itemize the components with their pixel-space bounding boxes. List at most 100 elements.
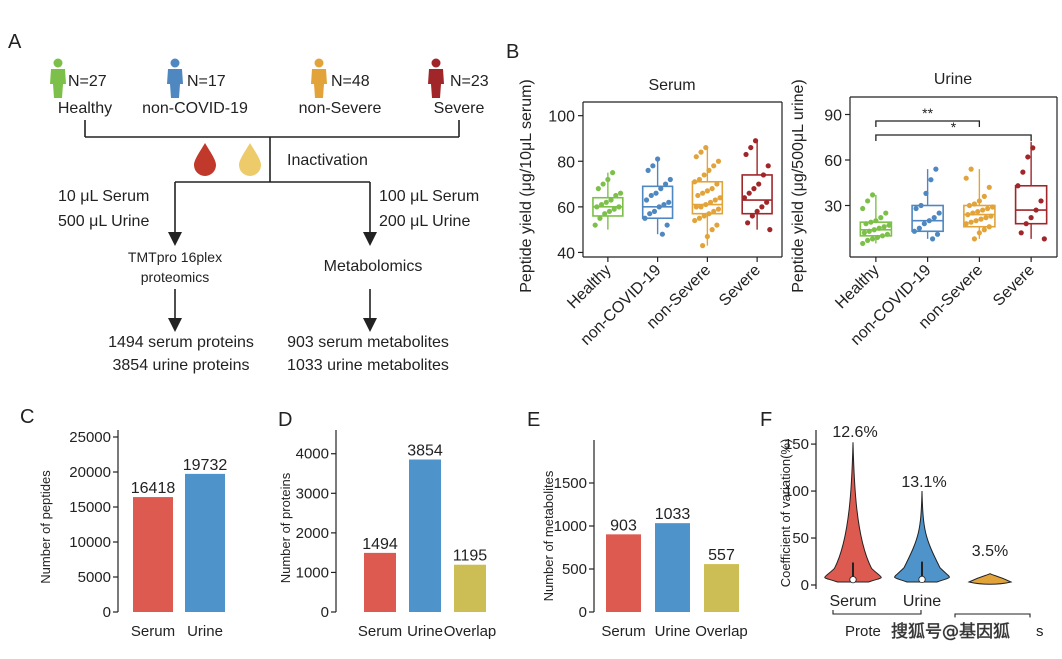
data-point [645, 167, 651, 173]
data-point [861, 230, 867, 236]
data-point [701, 213, 707, 219]
data-point [971, 236, 978, 242]
data-point [1033, 207, 1039, 213]
bar-value-label: 1494 [362, 536, 398, 553]
group-name: Healthy [58, 100, 112, 117]
data-point [700, 243, 706, 249]
y-tick-label: 40 [557, 245, 575, 262]
serum-drop-icon [194, 143, 216, 176]
data-point [658, 186, 664, 192]
data-point [980, 207, 986, 213]
group-non-severe: N=48 non-Severe [299, 58, 381, 117]
data-point [704, 233, 710, 240]
data-point [1020, 169, 1026, 175]
violin-value-label: 13.1% [901, 474, 946, 491]
left-condition-urine: 500 μL Urine [58, 213, 149, 230]
data-point [860, 205, 866, 212]
data-point [989, 204, 996, 210]
bar [409, 459, 441, 612]
chart-f: Coefficient of variation(%) Prote s 0 50 1… [778, 424, 1044, 640]
chart-b-urine: Urine Peptide yield (μg/500μL urine) 30 6… [790, 71, 1058, 349]
person-icon [50, 58, 66, 98]
data-point [693, 154, 699, 160]
urine-drop-icon [239, 143, 261, 176]
data-point [667, 176, 673, 183]
data-point [988, 213, 994, 219]
data-point [933, 166, 939, 172]
data-point [928, 177, 934, 183]
data-point [884, 231, 891, 237]
y-tick-label: 0 [321, 604, 329, 621]
data-point [595, 186, 601, 192]
watermark-text: 搜狐号@基因狐 [891, 622, 1010, 642]
data-point [715, 158, 722, 164]
panel-c-letter: C [20, 406, 34, 428]
panel-e-letter: E [527, 409, 540, 431]
data-point [911, 228, 918, 234]
y-axis-label: Coefficient of variation(%) [778, 439, 793, 588]
data-point [703, 201, 709, 208]
y-tick-label: 100 [784, 483, 809, 500]
group-name: Severe [434, 100, 485, 117]
chart-e: Number of metabolites 0 500 1000 1500 903 Ser… [541, 440, 748, 640]
data-point [661, 201, 667, 208]
violin [967, 573, 1013, 585]
y-tick-label: 150 [784, 436, 809, 453]
data-point [869, 192, 876, 198]
x-tick-label: Overlap [444, 623, 497, 640]
data-point [764, 199, 770, 205]
data-point [876, 225, 882, 231]
x-tick-label: Overlap [695, 623, 748, 640]
data-point [754, 208, 760, 215]
metabolomics-method: Metabolomics [324, 258, 423, 275]
proteomics-result-urine: 3854 urine proteins [113, 357, 250, 374]
data-point [981, 193, 987, 199]
data-point [973, 218, 979, 224]
data-point [752, 138, 759, 144]
bar [606, 534, 641, 612]
y-tick-label: 1500 [554, 475, 587, 492]
data-point [976, 230, 982, 236]
data-point [608, 197, 614, 203]
data-point [703, 144, 709, 151]
y-tick-label: 2000 [296, 525, 329, 542]
inactivation-label: Inactivation [287, 152, 368, 169]
data-point [965, 212, 971, 218]
data-point [886, 222, 892, 228]
flow-lines [84, 120, 460, 320]
data-point [745, 220, 751, 226]
data-point [711, 163, 717, 169]
data-point [715, 206, 722, 212]
violin-value-label: 12.6% [832, 424, 877, 441]
data-point [1030, 145, 1036, 151]
y-tick-label: 60 [557, 200, 575, 217]
data-point [600, 181, 606, 187]
data-point [650, 163, 656, 169]
person-body [428, 69, 444, 98]
data-point [695, 192, 701, 199]
data-point [1025, 154, 1031, 160]
data-point [918, 202, 924, 209]
data-point [913, 205, 919, 212]
data-point [986, 184, 992, 190]
group-bracket [954, 613, 1031, 618]
data-point [873, 218, 879, 224]
data-point [916, 225, 922, 231]
chart-c: Number of peptides 0 5000 10000 15000 20000 2… [38, 429, 227, 640]
bar-value-label: 903 [610, 517, 637, 534]
violin [824, 442, 882, 583]
x-tick-label: Urine [655, 623, 691, 640]
data-point [592, 222, 598, 228]
bar-value-label: 1033 [655, 506, 691, 523]
group-label: Prote [845, 623, 881, 640]
group-severe: N=23 Severe [428, 58, 489, 117]
chart-d: Number of proteins 0 1000 2000 3000 4000 1494… [278, 430, 496, 640]
data-point [869, 236, 876, 242]
data-point [696, 176, 703, 183]
data-point [610, 170, 616, 176]
data-point [707, 199, 714, 205]
y-axis-label: Number of metabolites [541, 470, 556, 601]
data-point [966, 202, 973, 209]
data-point [883, 210, 889, 216]
